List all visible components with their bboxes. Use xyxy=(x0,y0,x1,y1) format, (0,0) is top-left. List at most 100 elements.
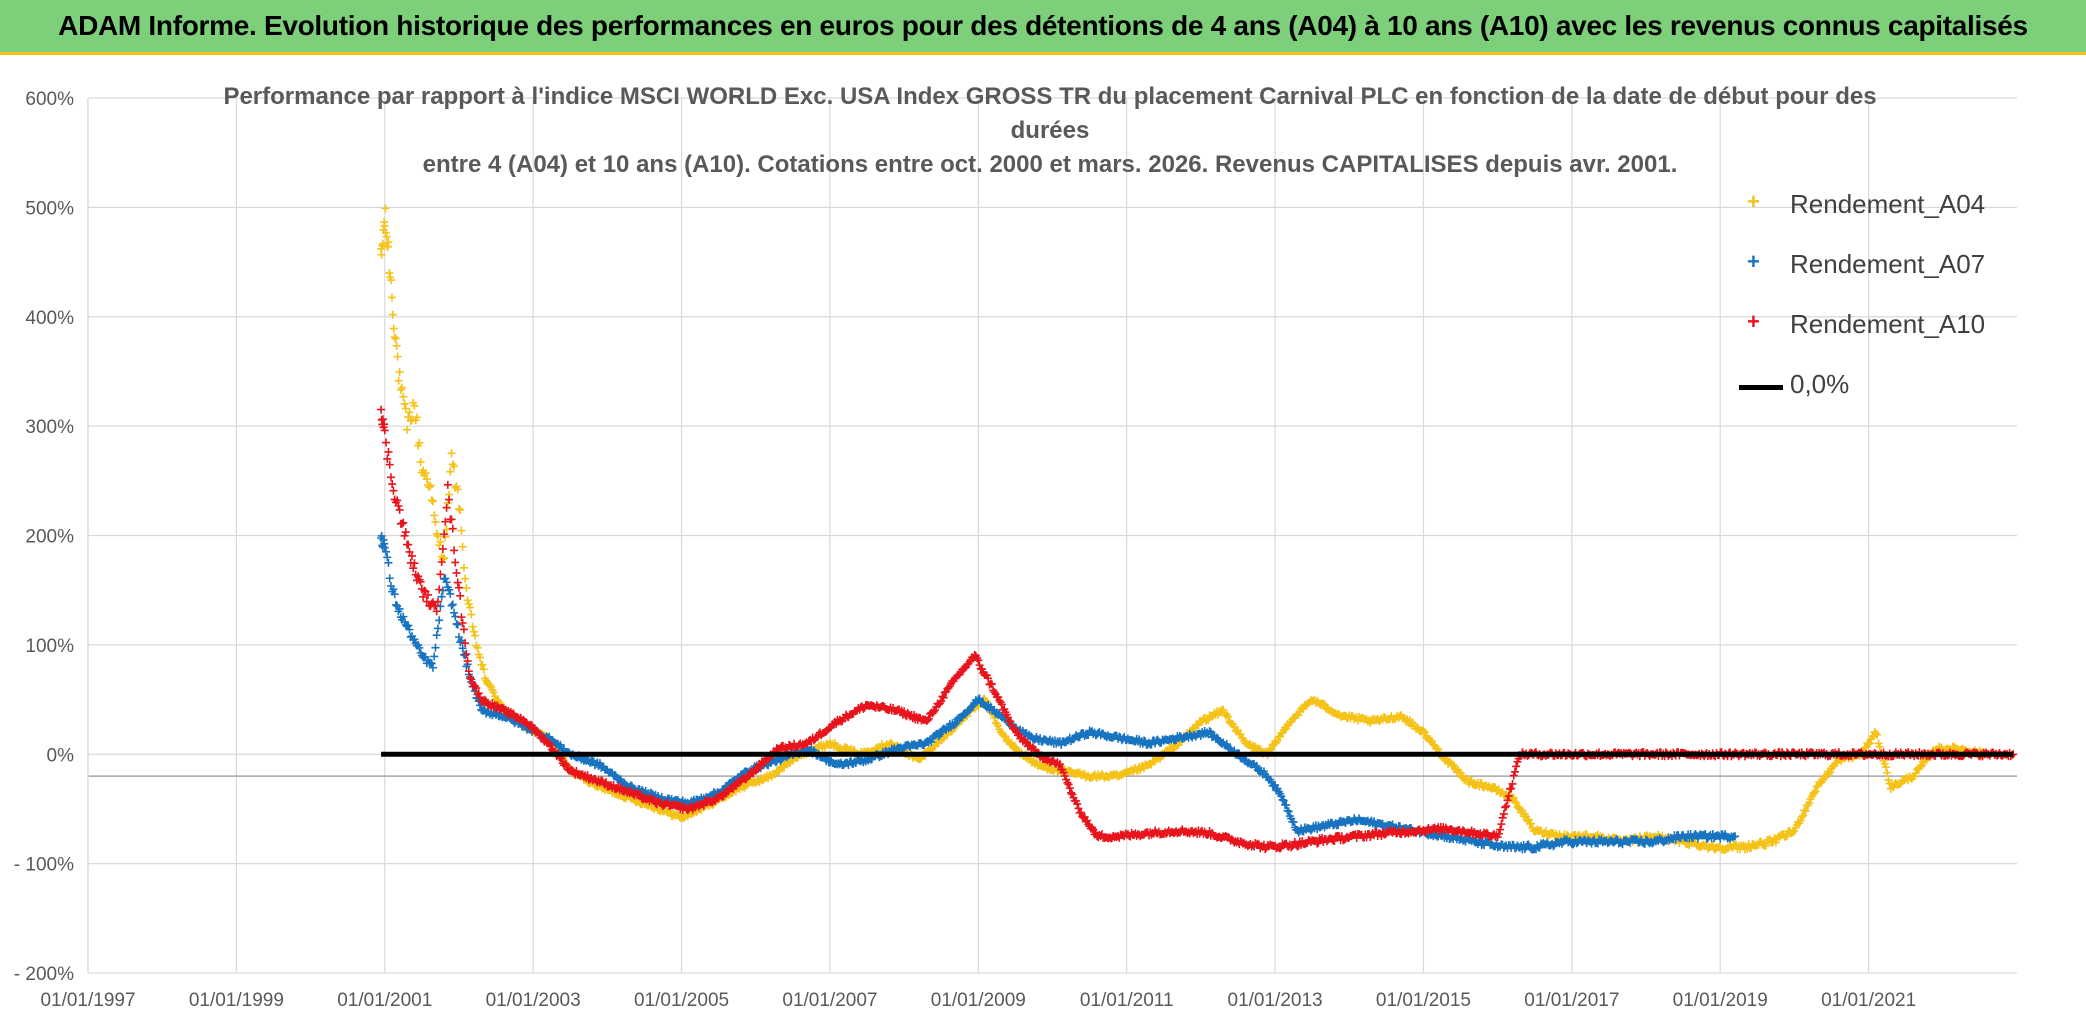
data-point xyxy=(1883,768,1892,777)
data-point xyxy=(430,511,439,520)
data-point xyxy=(405,408,414,417)
data-point xyxy=(1911,769,1920,778)
data-point xyxy=(432,607,441,616)
data-point xyxy=(1021,737,1030,746)
data-point xyxy=(780,763,789,772)
data-point xyxy=(386,473,395,482)
data-point xyxy=(377,250,386,259)
y-tick-label: - 100% xyxy=(14,855,74,876)
data-point xyxy=(478,660,487,669)
data-point xyxy=(450,546,459,555)
data-point xyxy=(934,732,943,741)
data-point xyxy=(1496,825,1505,834)
data-point xyxy=(1503,796,1512,805)
data-point xyxy=(1224,712,1233,721)
data-point xyxy=(437,557,446,566)
legend-entry-zero: 0,0% xyxy=(1735,365,1995,425)
data-point xyxy=(384,558,393,567)
data-point xyxy=(433,532,442,541)
data-point xyxy=(1797,812,1806,821)
data-point xyxy=(900,707,909,716)
data-point xyxy=(463,596,472,605)
data-point xyxy=(446,467,455,476)
data-point xyxy=(475,653,484,662)
data-point xyxy=(461,639,470,648)
y-tick-label: 500% xyxy=(25,198,74,219)
data-point xyxy=(1510,767,1519,776)
data-point xyxy=(1294,828,1303,837)
data-point xyxy=(378,239,387,248)
data-point xyxy=(383,454,392,463)
data-point xyxy=(556,740,565,749)
data-point xyxy=(401,528,410,537)
data-point xyxy=(1569,840,1578,849)
data-point xyxy=(399,518,408,527)
y-tick-label: - 200% xyxy=(14,964,74,985)
data-point xyxy=(431,518,440,527)
data-point xyxy=(475,693,484,702)
data-point xyxy=(409,564,418,573)
data-point xyxy=(950,720,959,729)
data-point xyxy=(1006,717,1015,726)
x-tick-label: 01/01/2001 xyxy=(337,990,432,1011)
data-point xyxy=(1147,740,1156,749)
data-point xyxy=(398,519,407,528)
x-tick-label: 01/01/2013 xyxy=(1228,990,1323,1011)
data-point xyxy=(1501,803,1510,812)
axis-layer: 600% 500% 400% 300% 200% 100% 0% - 100% - 200% 01… xyxy=(14,89,2017,1011)
data-point xyxy=(1007,738,1016,747)
data-point xyxy=(393,352,402,361)
data-point xyxy=(1509,793,1518,802)
data-point xyxy=(1236,730,1245,739)
data-point xyxy=(416,457,425,466)
data-point xyxy=(1761,841,1770,850)
data-point xyxy=(1060,772,1069,781)
data-point xyxy=(1671,835,1680,844)
data-point xyxy=(466,674,475,683)
data-point xyxy=(545,739,554,748)
data-point xyxy=(456,591,465,600)
data-point xyxy=(462,583,471,592)
data-point xyxy=(399,392,408,401)
data-point xyxy=(388,310,397,319)
data-point xyxy=(458,618,467,627)
data-point xyxy=(1169,744,1178,753)
data-point xyxy=(382,232,391,241)
data-point xyxy=(463,657,472,666)
data-point xyxy=(1065,784,1074,793)
data-point xyxy=(1277,792,1286,801)
data-point xyxy=(389,324,398,333)
data-point xyxy=(442,503,451,512)
data-point xyxy=(451,558,460,567)
x-tick-label: 01/01/2009 xyxy=(931,990,1026,1011)
data-point xyxy=(472,684,481,693)
data-point xyxy=(1549,842,1558,851)
y-tick-label: 600% xyxy=(25,89,74,110)
data-point xyxy=(456,505,465,514)
data-point xyxy=(394,376,403,385)
data-point xyxy=(448,524,457,533)
data-point xyxy=(699,801,708,810)
y-tick-label: 400% xyxy=(25,308,74,329)
data-point xyxy=(744,772,753,781)
data-point xyxy=(392,341,401,350)
data-point xyxy=(394,501,403,510)
data-point xyxy=(438,544,447,553)
data-point xyxy=(454,583,463,592)
data-point xyxy=(467,610,476,619)
data-point xyxy=(385,268,394,277)
data-point xyxy=(474,689,483,698)
data-point xyxy=(1499,809,1508,818)
legend-marker-a07-icon: + xyxy=(1747,249,1760,274)
data-point xyxy=(398,383,407,392)
data-point xyxy=(944,683,953,692)
data-point xyxy=(984,674,993,683)
data-point xyxy=(430,652,439,661)
data-point xyxy=(458,644,467,653)
data-point xyxy=(462,650,471,659)
data-point xyxy=(1059,768,1068,777)
data-point xyxy=(1873,730,1882,739)
data-point xyxy=(410,635,419,644)
data-point xyxy=(414,572,423,581)
legend-label-a07: Rendement_A07 xyxy=(1790,249,1986,279)
